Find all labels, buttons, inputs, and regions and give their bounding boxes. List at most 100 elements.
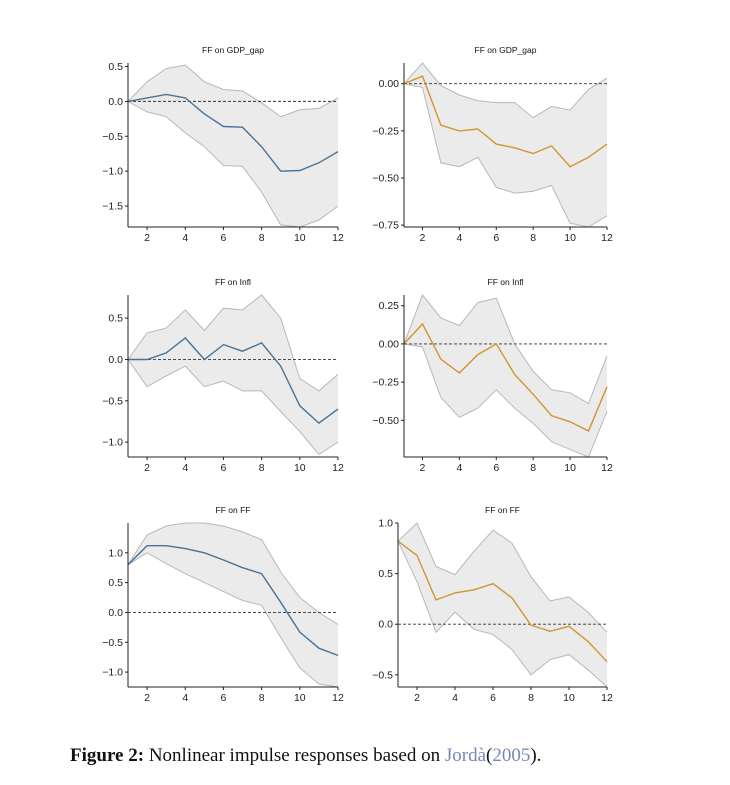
x-tick-label: 6 (221, 462, 227, 474)
x-tick-label: 2 (144, 692, 150, 704)
x-tick-label: 2 (420, 462, 426, 474)
irf-line (403, 75, 608, 168)
irf-line (397, 540, 608, 663)
y-tick-label: −1.0 (102, 437, 123, 449)
y-tick-label: −0.25 (372, 125, 399, 137)
band-lower-edge (403, 83, 608, 228)
panel-title: FF on FF (485, 505, 520, 515)
band-lower-edge (127, 359, 339, 456)
panel-p2: 0.00 −0.25 −0.50 −0.75 2 4 6 8 10 12 FF on GDP_gap (372, 45, 613, 244)
band-lower-edge (127, 100, 339, 228)
panel-p1: 0.5 0.0 −0.5 −1.0 −1.5 2 4 6 8 10 12 FF on GDP_gap (102, 45, 344, 244)
panel-p6: 1.0 0.5 0.0 −0.5 2 4 6 8 10 12 FF on FF (372, 505, 613, 704)
x-tick-label: 12 (601, 692, 613, 704)
y-tick-label: 0.25 (379, 300, 400, 312)
y-tick-label: −0.50 (372, 172, 399, 184)
confidence-band (128, 523, 338, 687)
y-tick-label: −1.5 (102, 201, 123, 213)
figure-caption: Figure 2: Nonlinear impulse responses ba… (70, 745, 541, 767)
band-lower-edge (127, 552, 339, 688)
panel-title: FF on FF (216, 505, 251, 515)
y-tick-label: 0.00 (379, 78, 400, 90)
x-tick-label: 4 (182, 232, 188, 244)
x-tick-label: 8 (528, 692, 534, 704)
x-tick-label: 8 (530, 232, 536, 244)
y-tick-label: 0.0 (108, 607, 123, 619)
confidence-band (128, 65, 338, 227)
x-tick-label: 2 (144, 232, 150, 244)
irf-line (127, 93, 339, 172)
x-tick-label: 6 (221, 692, 227, 704)
y-tick-label: 0.0 (108, 354, 123, 366)
y-tick-label: −0.5 (102, 395, 123, 407)
x-tick-label: 4 (182, 462, 188, 474)
band-upper-edge (397, 522, 608, 633)
x-tick-label: 12 (332, 232, 344, 244)
panel-p5: 1.0 0.5 0.0 −0.5 −1.0 2 4 6 8 10 12 FF on FF (102, 505, 344, 704)
y-tick-label: 1.0 (108, 547, 123, 559)
x-tick-label: 10 (563, 692, 575, 704)
x-tick-label: 4 (456, 462, 462, 474)
irf-line (127, 545, 339, 657)
x-tick-label: 12 (601, 232, 613, 244)
y-tick-label: −0.5 (102, 131, 123, 143)
y-tick-label: −0.5 (102, 637, 123, 649)
caption-open-paren: ( (486, 745, 493, 766)
panel-p3: 0.5 0.0 −0.5 −1.0 2 4 6 8 10 12 FF on Infl (102, 277, 344, 474)
band-upper-edge (403, 62, 608, 119)
band-lower-edge (403, 343, 608, 458)
x-tick-label: 4 (452, 692, 458, 704)
confidence-band (128, 295, 338, 455)
caption-citation-author[interactable]: Jordà (444, 745, 486, 766)
caption-text: Nonlinear impulse responses based on (148, 745, 441, 766)
band-lower-edge (397, 540, 608, 688)
y-tick-label: −1.0 (102, 667, 123, 679)
x-tick-label: 6 (493, 232, 499, 244)
y-tick-label: −0.25 (372, 377, 399, 389)
x-tick-label: 4 (456, 232, 462, 244)
band-upper-edge (127, 294, 339, 392)
x-tick-label: 6 (490, 692, 496, 704)
y-tick-label: 0.5 (108, 577, 123, 589)
y-tick-label: 0.0 (108, 96, 123, 108)
x-tick-label: 8 (259, 462, 265, 474)
x-tick-label: 10 (564, 462, 576, 474)
y-tick-label: −0.50 (372, 415, 399, 427)
irf-line (128, 337, 339, 425)
panel-title: FF on GDP_gap (475, 45, 537, 55)
y-tick-label: 0.5 (108, 61, 123, 73)
x-tick-label: 8 (259, 232, 265, 244)
x-tick-label: 8 (259, 692, 265, 704)
x-tick-label: 10 (294, 692, 306, 704)
panel-title: FF on Infl (215, 277, 251, 287)
panel-title: FF on GDP_gap (202, 45, 264, 55)
y-tick-label: −0.5 (372, 669, 393, 681)
x-tick-label: 2 (414, 692, 420, 704)
x-tick-label: 8 (530, 462, 536, 474)
x-tick-label: 4 (182, 692, 188, 704)
x-tick-label: 12 (332, 462, 344, 474)
panel-p4: 0.25 0.00 −0.25 −0.50 2 4 6 8 10 12 FF on Infl (372, 277, 613, 474)
x-tick-label: 2 (420, 232, 426, 244)
confidence-band (404, 295, 607, 457)
y-tick-label: 0.00 (379, 338, 400, 350)
caption-close: ). (530, 745, 542, 766)
x-tick-label: 10 (294, 232, 306, 244)
y-tick-label: 0.5 (378, 568, 393, 580)
panel-title: FF on Infl (488, 277, 524, 287)
irf-line (403, 322, 608, 432)
caption-citation-year[interactable]: 2005 (492, 745, 531, 766)
x-tick-label: 12 (332, 692, 344, 704)
caption-label: Figure 2: (70, 745, 145, 766)
x-tick-label: 10 (564, 232, 576, 244)
x-tick-label: 6 (221, 232, 227, 244)
y-tick-label: 0.0 (378, 619, 393, 631)
x-tick-label: 10 (294, 462, 306, 474)
band-upper-edge (127, 64, 339, 118)
x-tick-label: 2 (144, 462, 150, 474)
y-tick-label: −0.75 (372, 220, 399, 232)
y-tick-label: −1.0 (102, 166, 123, 178)
band-upper-edge (127, 522, 339, 625)
confidence-band (398, 523, 607, 687)
